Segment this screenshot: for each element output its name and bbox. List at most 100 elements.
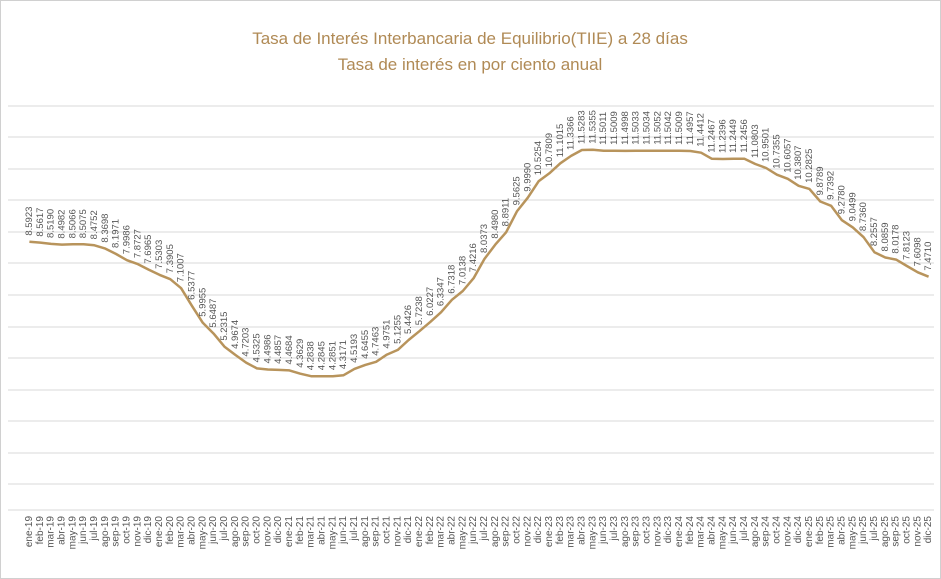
x-tick-label: nov-19 — [132, 516, 143, 547]
data-label: 8.7360 — [858, 202, 869, 231]
x-tick-label: may-23 — [587, 516, 598, 550]
data-label: 8.0373 — [479, 224, 490, 253]
data-label: 7.0138 — [457, 256, 468, 285]
x-tick-label: jul-25 — [869, 516, 880, 542]
x-tick-label: mar-25 — [826, 516, 837, 548]
x-tick-label: ene-25 — [804, 516, 815, 548]
x-tick-label: ene-19 — [24, 516, 35, 548]
x-tick-label: dic-25 — [923, 516, 934, 544]
x-tick-label: may-22 — [457, 516, 468, 550]
x-tick-label: jun-20 — [208, 516, 219, 545]
data-label: 6.5377 — [186, 271, 197, 300]
x-tick-label: mar-22 — [436, 516, 447, 548]
x-tick-label: jun-21 — [338, 516, 349, 545]
data-label: 7.9986 — [121, 225, 132, 254]
x-tick-label: sep-19 — [111, 516, 122, 547]
data-label: 11.4998 — [620, 111, 631, 145]
x-tick-label: jul-23 — [609, 516, 620, 542]
data-label: 5.6487 — [208, 299, 219, 328]
data-label: 11.5034 — [641, 111, 652, 145]
x-tick-label: oct-20 — [252, 516, 263, 544]
x-tick-label: sep-21 — [371, 516, 382, 547]
data-label: 8.3698 — [100, 214, 111, 243]
data-label: 7.1007 — [176, 253, 187, 282]
data-label: 11.2456 — [739, 119, 750, 153]
data-label: 4.7463 — [371, 327, 382, 356]
data-label: 4.3629 — [295, 339, 306, 368]
x-tick-label: sep-25 — [891, 516, 902, 547]
data-label: 11.5052 — [652, 111, 663, 145]
x-tick-label: ene-20 — [154, 516, 165, 548]
x-tick-label: may-25 — [847, 516, 858, 550]
data-label: 8.8911 — [501, 198, 512, 226]
data-label: 11.4412 — [696, 113, 707, 147]
x-tick-label: feb-24 — [685, 516, 696, 545]
x-tick-label: ago-20 — [230, 516, 241, 548]
data-label: 9.9990 — [522, 163, 533, 192]
x-tick-label: ene-22 — [414, 516, 425, 548]
data-label: 7.8123 — [901, 231, 912, 260]
data-label: 9.8789 — [815, 166, 826, 195]
x-tick-label: oct-24 — [772, 516, 783, 544]
data-label: 7.6965 — [143, 235, 154, 264]
x-tick-label: ene-24 — [674, 516, 685, 548]
x-tick-label: oct-23 — [642, 516, 653, 544]
data-label: 8.4980 — [490, 210, 501, 239]
data-label: 4.9674 — [230, 320, 241, 349]
data-label: 11.5042 — [663, 111, 674, 145]
x-tick-label: feb-20 — [165, 516, 176, 545]
data-label: 11.5283 — [576, 110, 587, 144]
data-label: 9.7392 — [826, 171, 837, 200]
x-tick-label: dic-21 — [403, 516, 414, 544]
data-label: 4.2845 — [316, 341, 327, 370]
x-tick-label: abr-19 — [57, 516, 68, 545]
data-label: 5.2315 — [219, 312, 230, 341]
data-label: 4.5193 — [349, 334, 360, 363]
chart-title: Tasa de Interés Interbancaria de Equilib… — [252, 29, 688, 48]
data-label: 11.0803 — [750, 124, 761, 158]
x-tick-label: dic-22 — [533, 516, 544, 544]
data-label: 6.3347 — [436, 277, 447, 306]
x-tick-label: dic-19 — [143, 516, 154, 544]
x-tick-label: jul-22 — [479, 516, 490, 542]
data-label: 7.5303 — [154, 240, 165, 269]
data-label: 5.4426 — [403, 305, 414, 334]
x-tick-label: nov-24 — [782, 516, 793, 547]
data-label: 11.5355 — [587, 110, 598, 144]
x-tick-label: may-19 — [67, 516, 78, 550]
series-line — [29, 148, 930, 378]
x-tick-label: sep-20 — [241, 516, 252, 547]
data-label: 11.5033 — [631, 111, 642, 145]
data-label: 8.0859 — [880, 222, 891, 251]
x-tick-label: mar-20 — [176, 516, 187, 548]
data-label: 10.9501 — [761, 128, 772, 162]
x-tick-label: ene-23 — [544, 516, 555, 548]
x-tick-label: jun-25 — [858, 516, 869, 545]
x-tick-label: feb-23 — [555, 516, 566, 545]
data-label: 10.3807 — [793, 145, 804, 179]
x-tick-label: dic-23 — [663, 516, 674, 544]
data-label: 7.6098 — [912, 237, 923, 266]
x-tick-label: oct-19 — [122, 516, 133, 544]
x-tick-label: ene-21 — [284, 516, 295, 548]
x-tick-label: nov-20 — [262, 516, 273, 547]
grid — [8, 105, 934, 511]
x-tick-label: jul-24 — [739, 516, 750, 542]
data-label: 8.5066 — [67, 209, 78, 238]
data-label: 4.4986 — [262, 334, 273, 363]
x-tick-label: jun-23 — [598, 516, 609, 545]
x-tick-label: ago-22 — [490, 516, 501, 548]
data-label: 8.5617 — [35, 208, 46, 237]
data-label: 11.4957 — [685, 111, 696, 145]
x-tick-label: may-20 — [197, 516, 208, 550]
data-label: 9.5625 — [511, 176, 522, 205]
data-label: 8.4752 — [89, 210, 100, 239]
x-tick-label: dic-24 — [793, 516, 804, 544]
data-label: 4.2838 — [306, 341, 317, 370]
x-tick-label: dic-20 — [273, 516, 284, 544]
x-tick-label: mar-19 — [46, 516, 57, 548]
data-label: 7.4710 — [923, 242, 934, 271]
data-label: 8.1971 — [111, 219, 122, 248]
data-label: 5.9955 — [197, 288, 208, 317]
